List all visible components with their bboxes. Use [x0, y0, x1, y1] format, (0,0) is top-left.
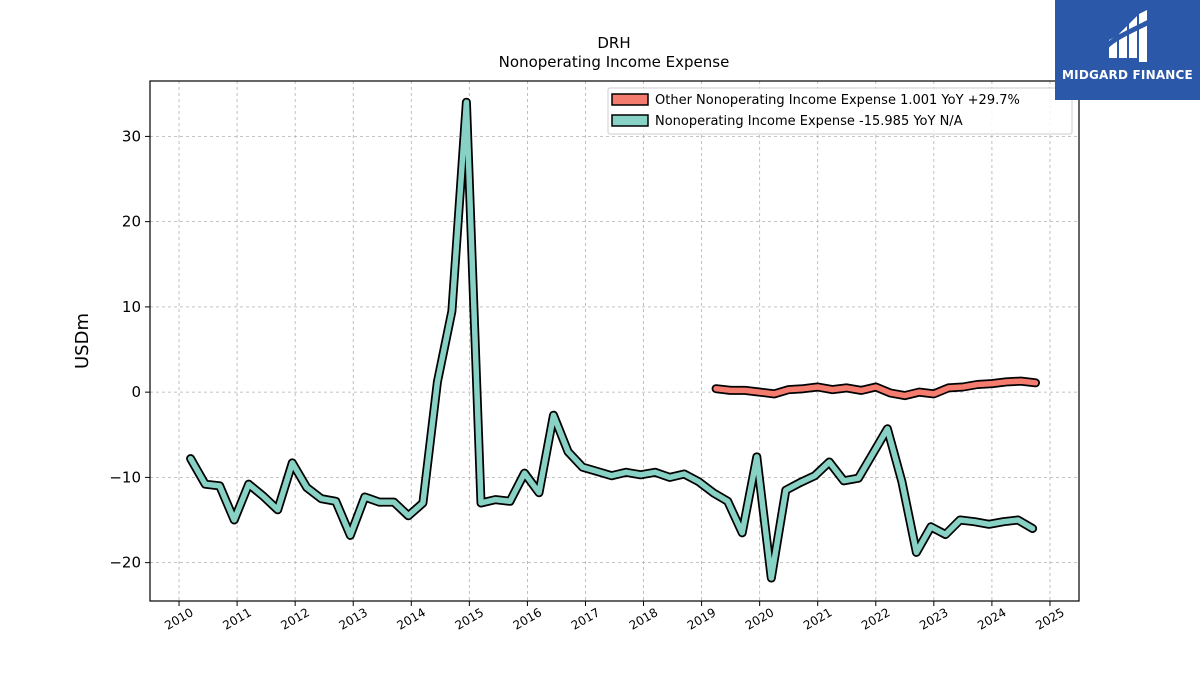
- x-tick-label: 2014: [395, 605, 428, 632]
- x-tick-label: 2023: [917, 605, 950, 632]
- legend-label-nonoperating: Nonoperating Income Expense -15.985 YoY …: [655, 114, 963, 129]
- x-tick-label: 2012: [278, 605, 311, 632]
- brand-logo: MIDGARD FINANCE: [1055, 0, 1200, 100]
- x-tick-label: 2022: [859, 605, 892, 632]
- series-layer: [186, 97, 1040, 583]
- x-tick-label: 2010: [162, 605, 195, 632]
- x-tick-label: 2021: [801, 605, 834, 632]
- x-tick-label: 2020: [743, 605, 776, 632]
- chart-title: DRH: [597, 34, 630, 52]
- x-tick-label: 2024: [975, 605, 1008, 632]
- series-0-line: [713, 378, 1039, 399]
- x-tick-label: 2018: [627, 605, 660, 632]
- x-tick-label: 2013: [336, 605, 369, 632]
- x-tick-label: 2025: [1033, 605, 1066, 632]
- x-tick-label: 2019: [685, 605, 718, 632]
- y-tick-label: 10: [122, 298, 141, 316]
- legend-frame: [607, 87, 1073, 135]
- legend-swatch-other-nonoperating: [611, 93, 649, 106]
- y-tick-label: −20: [109, 554, 141, 572]
- chart-subtitle: Nonoperating Income Expense: [499, 53, 730, 71]
- x-tick-label: 2015: [453, 605, 486, 632]
- y-axis-ticks: −20 −10 0 10 20 30: [109, 127, 150, 572]
- legend-swatch-nonoperating: [611, 114, 649, 127]
- y-tick-label: −10: [109, 468, 141, 486]
- brand-logo-icon: [1105, 10, 1151, 62]
- x-tick-label: 2011: [220, 605, 253, 632]
- plot-frame: [149, 80, 1080, 602]
- x-tick-label: 2016: [511, 605, 544, 632]
- legend: Other Nonoperating Income Expense 1.001 …: [607, 87, 1073, 135]
- brand-name: MIDGARD FINANCE: [1062, 68, 1193, 82]
- y-tick-label: 30: [122, 127, 141, 145]
- x-axis-ticks: 2010 2011 2012 2013 2014 2015 2016 2017 2018 2019…: [162, 601, 1067, 633]
- x-tick-label: 2017: [569, 605, 602, 632]
- y-tick-label: 0: [131, 383, 141, 401]
- y-tick-label: 20: [122, 213, 141, 231]
- y-axis-label: USDm: [72, 313, 93, 369]
- grid-lines: [150, 81, 1079, 601]
- legend-label-other-nonoperating: Other Nonoperating Income Expense 1.001 …: [655, 93, 1020, 108]
- series-1-line: [187, 99, 1036, 581]
